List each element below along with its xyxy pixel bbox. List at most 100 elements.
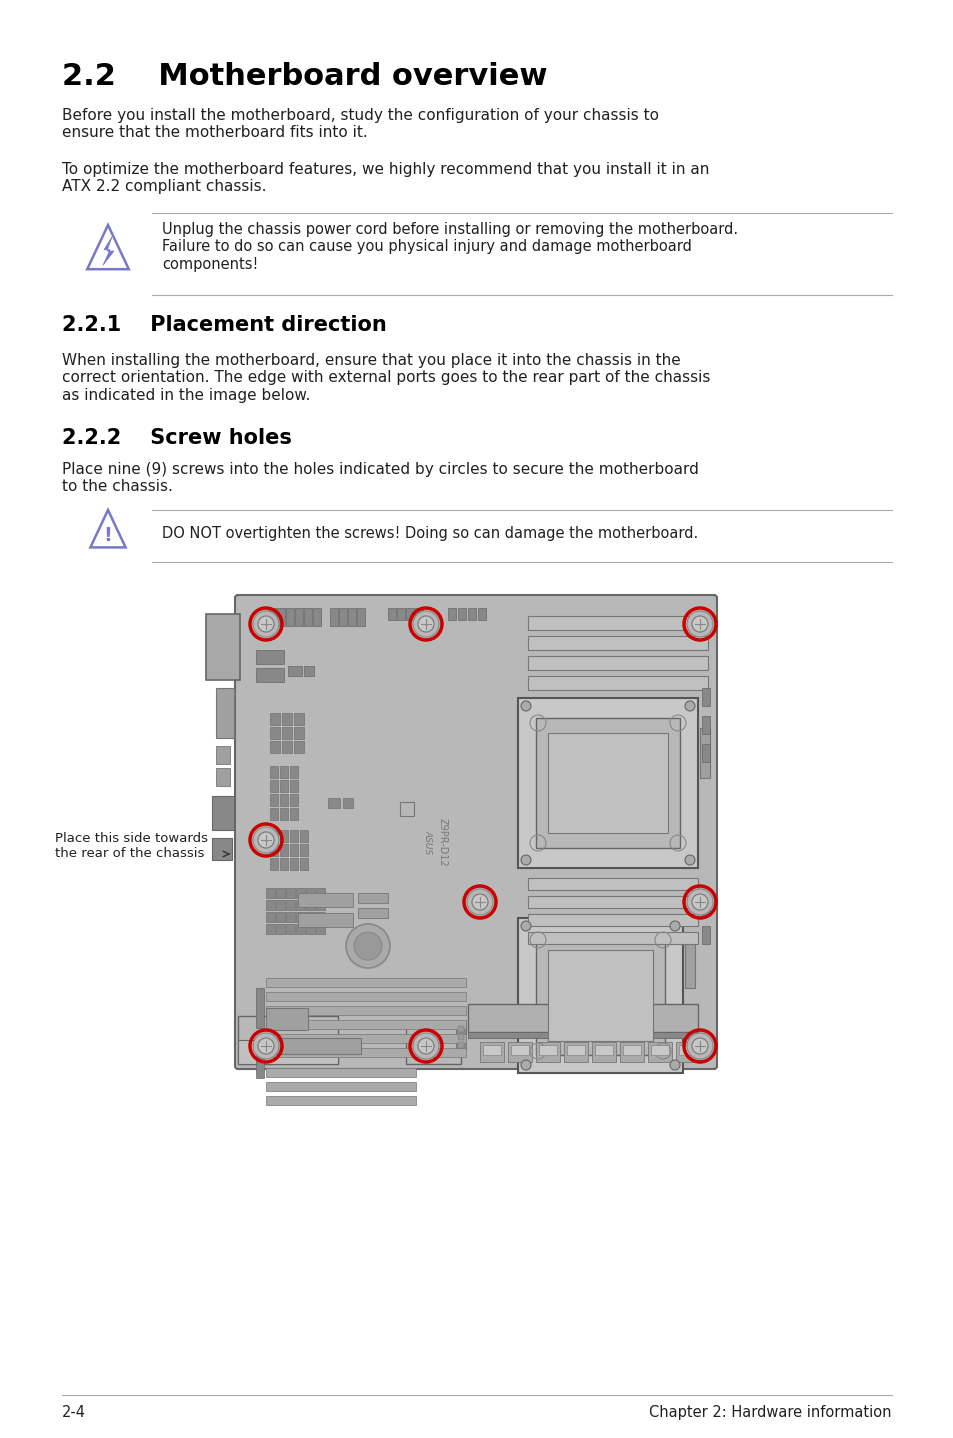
Text: 2.2    Motherboard overview: 2.2 Motherboard overview <box>62 62 547 91</box>
Bar <box>266 1038 360 1054</box>
Bar <box>457 1043 463 1048</box>
Bar <box>270 766 277 778</box>
Circle shape <box>691 894 707 910</box>
Bar <box>315 889 325 897</box>
Bar <box>357 893 388 903</box>
Bar <box>399 802 414 815</box>
Circle shape <box>520 920 531 930</box>
Circle shape <box>253 611 278 637</box>
Bar <box>650 1045 668 1055</box>
Bar <box>282 728 292 739</box>
Bar <box>270 794 277 807</box>
Bar <box>290 779 297 792</box>
Bar <box>306 900 314 910</box>
Circle shape <box>691 615 707 631</box>
Bar <box>527 656 707 670</box>
Bar <box>286 900 294 910</box>
Text: Before you install the motherboard, study the configuration of your chassis to
e: Before you install the motherboard, stud… <box>62 108 659 141</box>
Text: !: ! <box>104 526 112 545</box>
Bar <box>266 912 274 922</box>
Text: To optimize the motherboard features, we highly recommend that you install it in: To optimize the motherboard features, we… <box>62 162 709 194</box>
Bar <box>536 1043 559 1063</box>
Bar <box>477 608 485 620</box>
Text: Place nine (9) screws into the holes indicated by circles to secure the motherbo: Place nine (9) screws into the holes ind… <box>62 462 699 495</box>
Bar <box>306 912 314 922</box>
Text: Unplug the chassis power cord before installing or removing the motherboard.
Fai: Unplug the chassis power cord before ins… <box>162 221 738 272</box>
Bar <box>448 608 456 620</box>
Bar <box>482 1045 500 1055</box>
Bar <box>290 858 297 870</box>
Circle shape <box>686 889 712 915</box>
Bar <box>290 830 297 843</box>
Bar <box>517 697 698 869</box>
Circle shape <box>253 1032 278 1058</box>
Bar <box>299 844 308 856</box>
Circle shape <box>686 1032 712 1058</box>
Bar <box>295 912 305 922</box>
Bar <box>507 1043 532 1063</box>
Bar <box>295 889 305 897</box>
Bar <box>275 889 285 897</box>
Polygon shape <box>103 237 113 265</box>
Bar <box>237 1017 337 1064</box>
Bar <box>294 608 303 626</box>
Bar <box>343 798 353 808</box>
Circle shape <box>417 1038 434 1054</box>
Bar <box>297 893 353 907</box>
Bar <box>527 615 707 630</box>
Bar <box>563 1043 587 1063</box>
Bar <box>527 676 707 690</box>
Bar <box>266 1007 465 1015</box>
Bar <box>255 669 284 682</box>
Text: When installing the motherboard, ensure that you place it into the chassis in th: When installing the motherboard, ensure … <box>62 352 710 403</box>
Bar <box>280 794 288 807</box>
Bar <box>276 608 285 626</box>
Bar <box>266 1008 308 1030</box>
Bar <box>266 900 274 910</box>
FancyBboxPatch shape <box>234 595 717 1068</box>
Bar <box>306 925 314 935</box>
Bar <box>280 808 288 820</box>
Bar <box>270 808 277 820</box>
Bar <box>280 830 288 843</box>
Bar <box>294 728 304 739</box>
Bar <box>282 713 292 725</box>
Bar <box>468 608 476 620</box>
Bar <box>290 794 297 807</box>
Bar <box>536 936 664 1055</box>
Bar <box>206 614 240 680</box>
Bar <box>212 838 232 860</box>
Bar <box>622 1045 640 1055</box>
Circle shape <box>346 925 390 968</box>
Text: Chapter 2: Hardware information: Chapter 2: Hardware information <box>649 1405 891 1419</box>
Bar <box>280 858 288 870</box>
Bar <box>299 858 308 870</box>
Bar <box>468 1032 698 1038</box>
Bar <box>338 608 347 626</box>
Bar <box>270 741 280 754</box>
Bar <box>270 728 280 739</box>
Bar <box>290 844 297 856</box>
Bar <box>457 608 465 620</box>
Bar <box>328 798 339 808</box>
Circle shape <box>467 889 493 915</box>
Bar <box>415 608 422 620</box>
Bar <box>266 1081 416 1091</box>
Bar <box>266 889 274 897</box>
Bar <box>266 1034 465 1043</box>
Circle shape <box>669 920 679 930</box>
Bar <box>676 1043 700 1063</box>
Bar <box>701 687 709 706</box>
Bar <box>280 844 288 856</box>
Circle shape <box>684 856 695 866</box>
Bar <box>282 741 292 754</box>
Bar <box>406 608 414 620</box>
Bar <box>288 666 302 676</box>
Text: ASUS: ASUS <box>423 830 432 854</box>
Circle shape <box>472 894 488 910</box>
Bar <box>356 608 365 626</box>
Bar <box>527 636 707 650</box>
Bar <box>294 741 304 754</box>
Bar <box>517 917 682 1073</box>
Bar <box>280 779 288 792</box>
